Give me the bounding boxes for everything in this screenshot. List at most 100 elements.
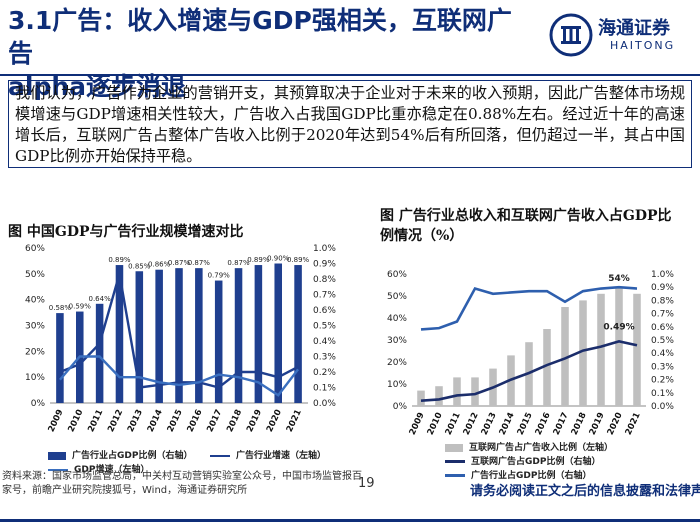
summary-box: 我们认为，广告作为企业的营销开支，其预算取决于企业对于未来的收入预期，因此广告整… (8, 80, 692, 168)
y-right-tick-label: 0.4% (313, 337, 336, 347)
y-right-tick-label: 0.4% (651, 349, 674, 359)
chart2-svg: 0% 10% 20% 30% 40% 50% 60% 0.0% 0.1% 0.2% 0.3% 0.4%… (387, 270, 674, 437)
x-tick-label: 2011 (444, 411, 463, 437)
bar (254, 265, 263, 403)
series-line (420, 339, 638, 403)
y-right-tick-label: 0.7% (651, 310, 674, 320)
bar (294, 265, 302, 403)
bar (274, 263, 283, 403)
bar-value-label: 0.87% (168, 259, 191, 267)
y-right-tick-label: 0.7% (313, 291, 336, 301)
bar-value-label: 0.85% (128, 262, 151, 270)
disclaimer-text: 请务必阅读正文之后的信息披露和法律声明 (470, 484, 700, 499)
bar-value-label: 0.89% (287, 256, 310, 264)
x-tick-label: 2013 (126, 408, 145, 434)
chart1-legend-item: 广告行业占GDP比例（右轴） (48, 448, 192, 461)
legend-label: GDP增速（左轴） (74, 465, 150, 475)
series-line (420, 285, 638, 331)
y-right-tick-label: 0.6% (651, 323, 674, 333)
y-left-tick-label: 30% (25, 322, 45, 332)
series-line (59, 273, 299, 389)
y-right-tick-label: 0.8% (651, 296, 674, 306)
bar (597, 293, 605, 406)
legend-label: 互联网广告占广告收入比例（左轴） (469, 443, 614, 453)
chart2-title: 图 广告行业总收入和互联网广告收入占GDP比例情况（%） (380, 208, 672, 244)
legend-label: 广告行业占GDP比例（右轴） (72, 451, 193, 461)
y-left-tick-label: 20% (387, 358, 407, 368)
y-right-tick-label: 0.9% (313, 260, 336, 270)
x-tick-label: 2021 (285, 408, 304, 434)
x-tick-label: 2017 (552, 411, 571, 437)
y-left-tick-label: 0% (393, 402, 408, 412)
bar (214, 280, 223, 403)
bar-value-label: 0.58% (49, 304, 72, 312)
series-line (59, 355, 300, 397)
bar-value-label: 0.89% (108, 256, 131, 264)
legend-line-swatch (445, 460, 465, 463)
bar (56, 313, 64, 403)
footer-divider (0, 519, 700, 522)
legend-line-swatch (48, 468, 68, 471)
header-divider (0, 74, 700, 76)
source-note: 资料来源：国家市场监管总局，中关村互动营销实验室公众号，中国市场监管报百家号，前… (2, 471, 362, 496)
bar-value-label: 0.89% (247, 256, 270, 264)
y-right-tick-label: 1.0% (651, 270, 674, 280)
x-tick-label: 2018 (225, 408, 244, 434)
y-right-tick-label: 0.0% (313, 399, 336, 409)
chart2-legend-item: 广告行业占GDP比例（右轴） (445, 468, 591, 481)
y-right-tick-label: 0.9% (651, 283, 674, 293)
bar (95, 303, 104, 403)
bar (234, 268, 243, 403)
x-tick-label: 2014 (498, 411, 517, 437)
y-left-tick-label: 0% (31, 399, 46, 409)
bar (543, 329, 551, 406)
x-tick-label: 2019 (588, 411, 607, 437)
y-left-tick-label: 50% (25, 270, 45, 280)
x-tick-label: 2016 (185, 408, 204, 434)
y-right-tick-label: 0.6% (313, 306, 336, 316)
page-title-line2: alpha逐步消退 (8, 72, 187, 101)
bar (561, 307, 569, 406)
legend-line-swatch (445, 474, 465, 477)
x-tick-label: 2016 (534, 411, 553, 437)
logo-en-text: HAITONG (610, 39, 676, 52)
legend-bar-swatch (445, 443, 463, 452)
x-tick-label: 2017 (205, 408, 224, 434)
x-tick-label: 2018 (570, 411, 589, 437)
x-tick-label: 2020 (606, 411, 625, 437)
x-tick-label: 2010 (66, 408, 85, 434)
annotation-label: 0.49% (603, 322, 634, 332)
bar (195, 268, 203, 403)
y-left-tick-label: 10% (25, 373, 45, 383)
y-left-tick-label: 60% (25, 244, 45, 254)
x-tick-label: 2015 (516, 411, 535, 437)
x-tick-label: 2014 (146, 408, 165, 434)
y-right-tick-label: 0.0% (651, 402, 674, 412)
bar (115, 265, 124, 403)
bar-value-label: 0.87% (188, 259, 211, 267)
bar (435, 386, 443, 406)
y-left-tick-label: 40% (387, 314, 407, 324)
y-left-tick-label: 60% (387, 270, 407, 280)
chart1-legend-item: 广告行业增速（左轴） (210, 448, 326, 461)
y-left-tick-label: 10% (387, 380, 407, 390)
y-right-tick-label: 0.5% (313, 322, 336, 332)
y-left-tick-label: 50% (387, 292, 407, 302)
haitong-emblem-icon (549, 13, 593, 57)
x-tick-label: 2012 (462, 411, 481, 437)
chart2-legend-item: 互联网广告占广告收入比例（左轴） (445, 440, 613, 453)
x-tick-label: 2019 (245, 408, 264, 434)
bar (471, 377, 479, 406)
y-right-tick-label: 1.0% (313, 244, 336, 254)
legend-bar-swatch (48, 451, 66, 460)
page-title-line1: 3.1广告：收入增速与GDP强相关，互联网广告 (8, 6, 512, 68)
x-tick-label: 2012 (106, 408, 125, 434)
y-right-tick-label: 0.1% (313, 384, 336, 394)
bar-value-label: 0.87% (227, 259, 250, 267)
chart1-legend-item: GDP增速（左轴） (48, 462, 149, 475)
chart1-svg: 0% 10% 20% 30% 40% 50% 60% 0.0% 0.1% 0.2% 0.3% 0.4%… (25, 244, 336, 434)
bar (633, 293, 641, 406)
bar (135, 271, 144, 403)
x-tick-label: 2013 (480, 411, 499, 437)
x-tick-label: 2015 (166, 408, 185, 434)
